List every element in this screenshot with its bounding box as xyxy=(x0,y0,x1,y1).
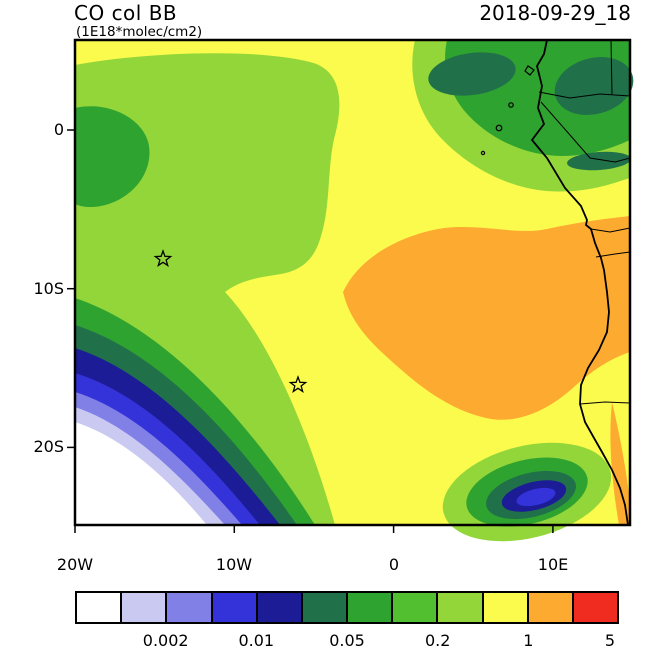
contour-darkgreen-patch-3 xyxy=(567,151,631,171)
contour-orange-coast-strip xyxy=(610,402,630,525)
border-line xyxy=(579,401,631,405)
plot-date-label: 2018-09-29_18 xyxy=(479,1,631,25)
island-sao-tome xyxy=(495,124,503,132)
y-tick-label-10s: 10S xyxy=(33,279,64,298)
colorbar-cell xyxy=(167,593,213,622)
border-line xyxy=(610,39,613,95)
border-line xyxy=(590,227,631,233)
axis-ticks xyxy=(67,129,554,533)
y-tick-label-0: 0 xyxy=(53,120,64,139)
colorbar-label-02: 0.2 xyxy=(424,631,451,650)
star-marker-1 xyxy=(153,249,173,268)
band-white-minimum xyxy=(75,422,207,525)
y-tick-label-20s: 20S xyxy=(33,437,64,456)
contour-darkgreen-patch-1 xyxy=(428,52,516,96)
contour-field xyxy=(75,40,634,542)
colorbar-cell xyxy=(212,593,258,622)
colorbar-cell xyxy=(257,593,303,622)
colorbar-label-001: 0.01 xyxy=(238,631,275,650)
map-frame xyxy=(73,38,632,527)
colorbar-label-1: 1 xyxy=(523,631,534,650)
island-outlines xyxy=(480,65,535,156)
coastline-and-borders xyxy=(480,39,631,526)
x-tick-label-10w: 10W xyxy=(215,555,253,574)
island-bioko xyxy=(524,65,535,76)
contour-green-west-patch xyxy=(75,106,150,208)
colorbar-cell xyxy=(483,593,529,622)
sw-gradient-bands xyxy=(75,298,315,525)
x-tick-label-20w: 20W xyxy=(56,555,94,574)
island-annobon xyxy=(480,150,486,156)
contour-darkgreen-patch-2 xyxy=(554,57,634,115)
colorbar-cell xyxy=(302,593,349,622)
pocket-blue xyxy=(516,487,556,507)
colorbar-cell xyxy=(573,593,618,622)
map-plot xyxy=(67,38,634,542)
africa-coastline xyxy=(530,39,629,526)
border-line xyxy=(595,251,631,258)
colorbar-cell xyxy=(528,593,574,622)
contour-orange-plume xyxy=(343,216,630,420)
border-line xyxy=(538,91,631,99)
plot-units-label: (1E18*molec/cm2) xyxy=(76,24,203,40)
plot-title: CO col BB xyxy=(74,1,178,25)
x-tick-label-0: 0 xyxy=(388,555,400,574)
station-markers xyxy=(153,249,308,394)
colorbar-cell xyxy=(438,593,484,622)
colorbar-cell xyxy=(77,593,123,622)
star-marker-2 xyxy=(288,375,308,394)
colorbar-cell xyxy=(122,593,168,622)
colorbar-label-0002: 0.002 xyxy=(142,631,189,650)
colorbar-cell xyxy=(348,593,394,622)
x-tick-label-10e: 10E xyxy=(537,555,569,574)
border-line xyxy=(540,101,631,163)
island-principe xyxy=(508,102,514,108)
colorbar-cell xyxy=(393,593,439,622)
colorbar-label-005: 0.05 xyxy=(329,631,365,650)
country-borders xyxy=(538,39,631,405)
colorbar-label-5: 5 xyxy=(604,631,616,650)
colorbar-cells xyxy=(75,591,619,624)
contour-southeast-pocket xyxy=(442,442,612,542)
